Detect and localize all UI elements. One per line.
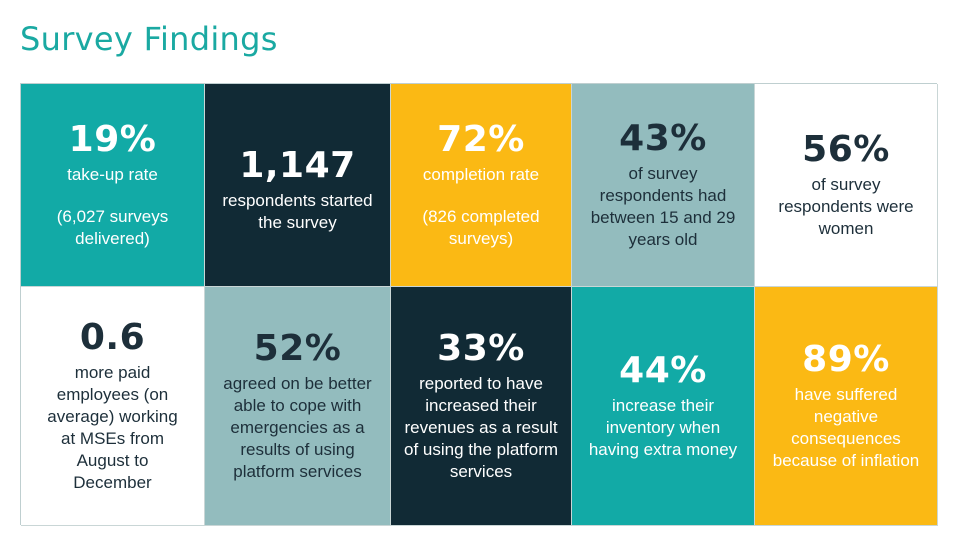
finding-card-respondents: 1,147 respondents started the survey — [205, 84, 391, 287]
finding-stat: 43% — [619, 118, 707, 160]
finding-note: (6,027 surveys delivered) — [56, 206, 169, 248]
finding-description: of survey respondents were women — [778, 174, 914, 238]
finding-card-completion-rate: 72% completion rate (826 completed surve… — [391, 84, 572, 287]
findings-grid: 19% take-up rate (6,027 surveys delivere… — [20, 83, 938, 526]
finding-stat: 56% — [802, 129, 890, 171]
finding-note: (826 completed surveys) — [422, 206, 540, 248]
finding-card-women: 56% of survey respondents were women — [755, 84, 938, 287]
finding-stat: 89% — [802, 339, 890, 381]
finding-description: agreed on be better able to cope with em… — [223, 373, 372, 481]
finding-card-revenues: 33% reported to have increased their rev… — [391, 287, 572, 526]
finding-description: take-up rate — [67, 164, 158, 184]
finding-description: have suffered negative consequences beca… — [772, 384, 920, 470]
finding-stat: 33% — [437, 328, 525, 370]
finding-description: completion rate — [422, 164, 540, 184]
finding-card-age-group: 43% of survey respondents had between 15… — [572, 84, 755, 287]
finding-description: increase their inventory when having ext… — [588, 395, 738, 459]
finding-card-emergencies: 52% agreed on be better able to cope wit… — [205, 287, 391, 526]
finding-stat: 72% — [437, 119, 525, 161]
finding-description: reported to have increased their revenue… — [403, 373, 559, 481]
finding-card-take-up-rate: 19% take-up rate (6,027 surveys delivere… — [21, 84, 205, 287]
finding-stat: 0.6 — [79, 317, 146, 359]
finding-card-inflation: 89% have suffered negative consequences … — [755, 287, 938, 526]
finding-description: of survey respondents had between 15 and… — [590, 163, 736, 249]
finding-stat: 52% — [253, 328, 342, 370]
finding-card-inventory: 44% increase their inventory when having… — [572, 287, 755, 526]
page-title: Survey Findings — [20, 20, 278, 58]
finding-stat: 1,147 — [239, 145, 356, 187]
finding-description: respondents started the survey — [222, 190, 373, 232]
finding-card-paid-employees: 0.6 more paid employees (on average) wor… — [21, 287, 205, 526]
finding-description: more paid employees (on average) working… — [47, 362, 178, 492]
finding-stat: 44% — [619, 350, 707, 392]
finding-stat: 19% — [68, 119, 157, 161]
